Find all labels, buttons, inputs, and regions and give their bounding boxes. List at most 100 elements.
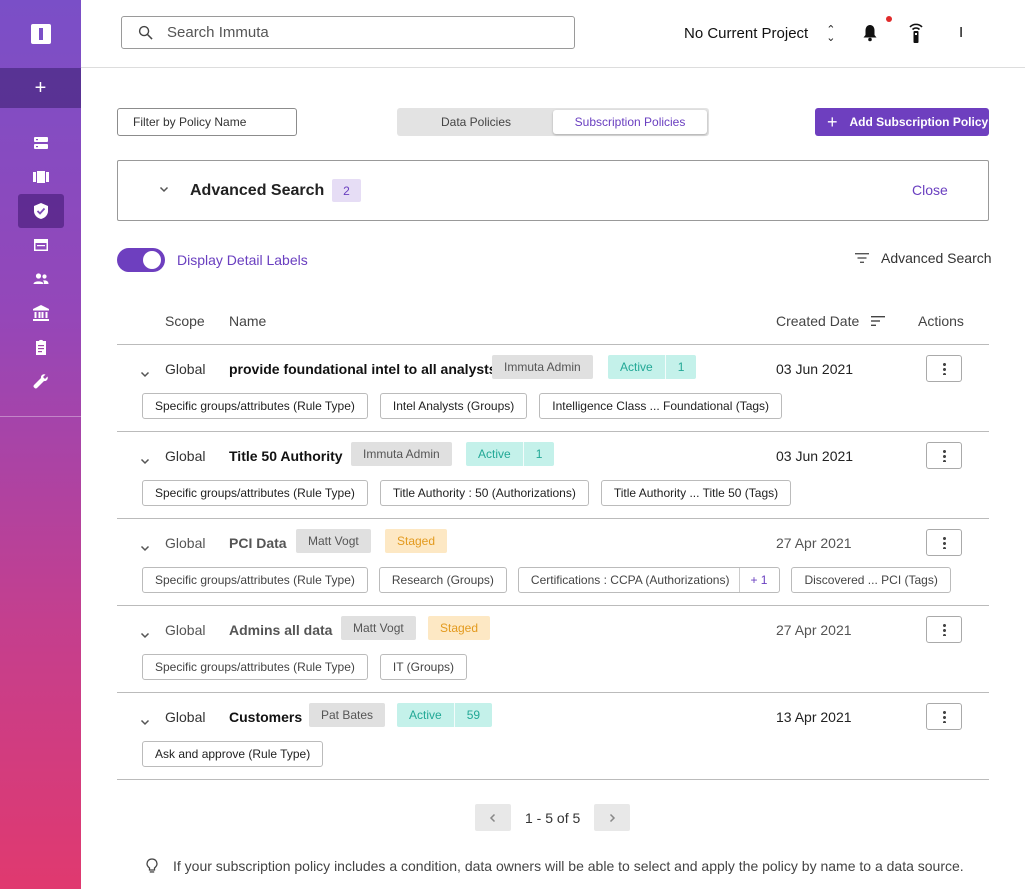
table-row: Global Title 50 Authority Immuta Admin A… <box>117 432 989 519</box>
query-editor-icon[interactable] <box>18 228 64 262</box>
global-search[interactable] <box>121 16 575 49</box>
filter-count-badge: 2 <box>332 179 361 202</box>
chevron-down-icon[interactable] <box>139 629 151 641</box>
advanced-search-link[interactable]: Advanced Search <box>855 250 992 266</box>
chevron-up-down-icon: ⌃ ⌄ <box>826 23 836 44</box>
policy-scope: Global <box>165 535 206 551</box>
authorization-chip-label: Certifications : CCPA (Authorizations) <box>530 573 730 587</box>
table-row: Global provide foundational intel to all… <box>117 345 989 432</box>
subscriber-count: 59 <box>453 703 492 727</box>
data-sources-icon[interactable] <box>18 126 64 160</box>
sidebar-nav <box>0 126 81 398</box>
group-chip: Intel Analysts (Groups) <box>379 393 528 419</box>
chevron-down-icon[interactable] <box>139 368 151 380</box>
chevron-right-icon <box>610 813 616 822</box>
rule-type-chip: Specific groups/attributes (Rule Type) <box>142 654 368 680</box>
owner-badge: Matt Vogt <box>341 616 416 640</box>
detail-labels: Specific groups/attributes (Rule Type) T… <box>142 480 792 506</box>
column-header-name: Name <box>229 313 267 329</box>
info-hint: If your subscription policy includes a c… <box>145 858 964 874</box>
chevron-down-icon[interactable] <box>139 455 151 467</box>
tab-data-policies[interactable]: Data Policies <box>440 115 512 129</box>
table-row: Global Admins all data Matt Vogt Staged … <box>117 606 989 693</box>
display-detail-labels-label: Display Detail Labels <box>177 252 308 268</box>
project-selector[interactable]: No Current Project ⌃ ⌄ <box>684 23 836 44</box>
created-date: 27 Apr 2021 <box>776 535 852 551</box>
close-advanced-search-button[interactable]: Close <box>912 182 948 198</box>
notification-dot <box>886 16 892 22</box>
status-badge: Active 1 <box>466 442 555 466</box>
row-actions-menu-button[interactable] <box>926 703 962 730</box>
policy-scope: Global <box>165 361 206 377</box>
immuta-logo[interactable] <box>0 0 81 67</box>
status-label: Staged <box>440 621 479 635</box>
chevron-down-icon[interactable] <box>139 716 151 728</box>
detail-labels: Specific groups/attributes (Rule Type) I… <box>142 654 467 680</box>
more-vertical-icon <box>942 449 946 462</box>
created-date: 03 Jun 2021 <box>776 448 854 464</box>
policy-name[interactable]: PCI Data <box>229 535 287 551</box>
row-actions-menu-button[interactable] <box>926 442 962 469</box>
table-row: Global Customers Pat Bates Active 59 13 … <box>117 693 989 780</box>
column-header-created-date[interactable]: Created Date <box>776 313 860 329</box>
audit-clipboard-icon[interactable] <box>18 330 64 364</box>
group-chip: Research (Groups) <box>378 567 507 593</box>
detail-labels: Ask and approve (Rule Type) <box>142 741 324 767</box>
policy-name[interactable]: Admins all data <box>229 622 333 638</box>
tab-subscription-policies[interactable]: Subscription Policies <box>553 110 707 134</box>
group-chip: IT (Groups) <box>379 654 467 680</box>
governance-icon[interactable] <box>18 296 64 330</box>
more-authorizations-count[interactable]: + 1 <box>739 568 779 592</box>
created-date: 03 Jun 2021 <box>776 361 854 377</box>
row-actions-menu-button[interactable] <box>926 529 962 556</box>
chevron-down-icon[interactable] <box>139 542 151 554</box>
connection-status-icon[interactable] <box>909 22 923 44</box>
subscriber-count: 1 <box>522 442 555 466</box>
created-date: 13 Apr 2021 <box>776 709 852 725</box>
people-icon[interactable] <box>18 262 64 296</box>
subscriber-count: 1 <box>664 355 697 379</box>
search-input[interactable] <box>167 24 547 41</box>
owner-badge: Matt Vogt <box>296 529 371 553</box>
search-icon <box>138 25 153 40</box>
app-settings-wrench-icon[interactable] <box>18 364 64 398</box>
rule-type-chip: Specific groups/attributes (Rule Type) <box>142 480 368 506</box>
projects-icon[interactable] <box>18 160 64 194</box>
user-menu[interactable]: I <box>959 24 964 41</box>
tag-chip: Title Authority ... Title 50 (Tags) <box>600 480 792 506</box>
advanced-search-panel: Advanced Search 2 Close <box>117 160 989 221</box>
sidebar-divider <box>0 416 81 417</box>
pagination: 1 - 5 of 5 <box>475 804 631 831</box>
policy-name[interactable]: Title 50 Authority <box>229 448 343 464</box>
status-label: Staged <box>397 534 436 548</box>
next-page-button[interactable] <box>594 804 631 831</box>
notifications-bell-icon[interactable] <box>862 24 878 42</box>
add-subscription-policy-label: Add Subscription Policy <box>849 115 989 129</box>
policy-type-toggle: Data Policies Subscription Policies <box>397 108 709 136</box>
filter-policy-name-input[interactable] <box>117 108 297 136</box>
status-label: Active <box>409 708 442 722</box>
row-actions-menu-button[interactable] <box>926 355 962 382</box>
policies-shield-icon[interactable] <box>18 194 64 228</box>
policy-scope: Global <box>165 709 206 725</box>
chevron-down-icon[interactable] <box>158 183 170 195</box>
table-row: Global PCI Data Matt Vogt Staged 27 Apr … <box>117 519 989 606</box>
more-vertical-icon <box>942 710 946 723</box>
sort-icon[interactable] <box>871 315 885 327</box>
rule-type-chip: Specific groups/attributes (Rule Type) <box>142 567 368 593</box>
column-header-scope: Scope <box>165 313 205 329</box>
top-bar: No Current Project ⌃⌄ I <box>81 0 1025 68</box>
authorization-chip: Certifications : CCPA (Authorizations) +… <box>517 567 781 593</box>
add-subscription-policy-button[interactable]: + Add Subscription Policy <box>815 108 989 136</box>
sidebar: + <box>0 0 81 889</box>
display-detail-labels-toggle[interactable] <box>117 248 165 272</box>
policy-name[interactable]: Customers <box>229 709 303 725</box>
status-label: Active <box>478 447 511 461</box>
policy-name[interactable]: provide foundational intel to all analys… <box>229 361 497 377</box>
create-plus-button[interactable]: + <box>0 68 81 108</box>
authorization-chip: Title Authority : 50 (Authorizations) <box>379 480 589 506</box>
previous-page-button[interactable] <box>475 804 511 831</box>
detail-labels: Specific groups/attributes (Rule Type) I… <box>142 393 783 419</box>
filter-lines-icon <box>855 253 869 263</box>
row-actions-menu-button[interactable] <box>926 616 962 643</box>
